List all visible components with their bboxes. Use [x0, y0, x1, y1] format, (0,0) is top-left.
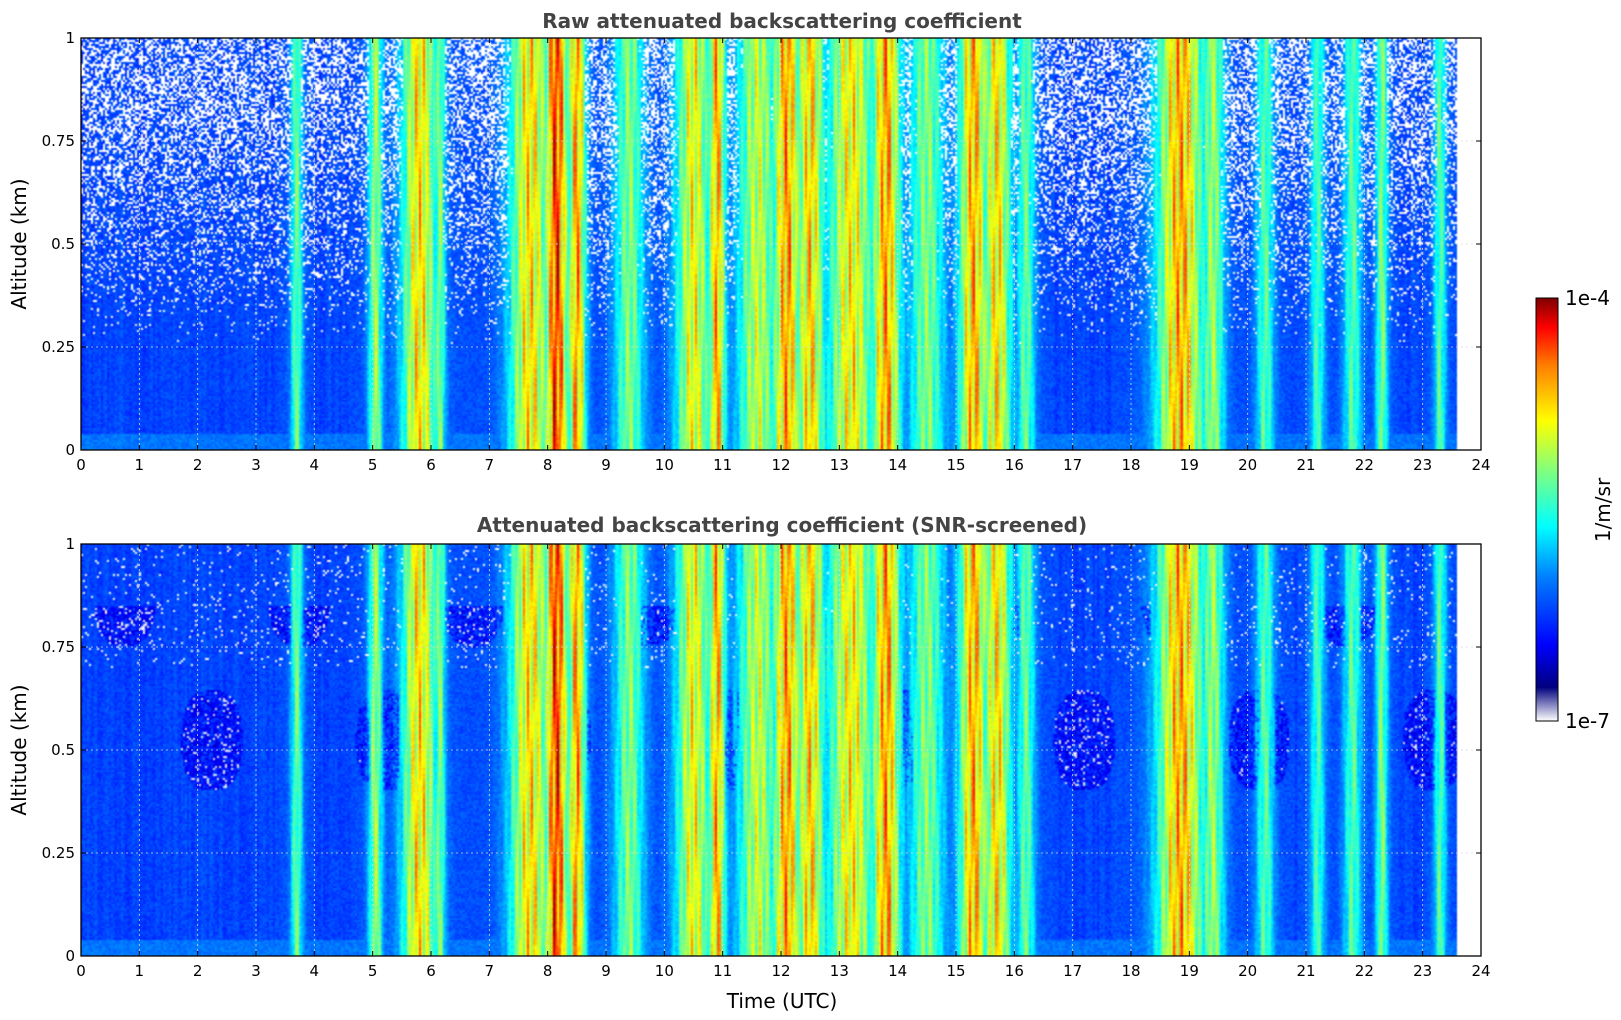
x-tick-label: 7: [485, 456, 495, 474]
y-tick-label: 0.25: [42, 844, 75, 862]
x-tick-label: 22: [1355, 456, 1374, 474]
x-tick-label: 6: [426, 962, 436, 980]
y-axis-ticks: 0 0.25 0.5 0.75 1: [42, 29, 1481, 459]
plot-frame: [80, 37, 1482, 451]
x-tick-label: 24: [1471, 456, 1490, 474]
x-tick-label: 0: [76, 962, 86, 980]
x-tick-label: 19: [1180, 962, 1199, 980]
x-tick-label: 11: [713, 962, 732, 980]
x-tick-label: 21: [1296, 962, 1315, 980]
x-tick-label: 0: [76, 456, 86, 474]
x-axis-ticks: 0 1 2 3 4 5 6 7 8 9 10 11 12 13 14 15 16 17 18 19 20 21 22 23 24: [76, 38, 1491, 474]
grid-lines: [81, 544, 1481, 956]
y-tick-label: 0.75: [42, 132, 75, 150]
x-tick-label: 3: [251, 962, 261, 980]
x-axis-label: Time (UTC): [726, 989, 838, 1013]
colorbar-gradient: [1535, 297, 1559, 722]
y-tick-label: 1: [65, 29, 75, 47]
x-tick-label: 2: [193, 962, 203, 980]
x-tick-label: 1: [135, 456, 145, 474]
x-tick-label: 15: [946, 456, 965, 474]
y-tick-label: 0.25: [42, 338, 75, 356]
x-axis-ticks: 0 1 2 3 4 5 6 7 8 9 10 11 12 13 14 15 16 17 18 19 20 21 22 23 24: [76, 544, 1491, 980]
x-tick-label: 13: [830, 456, 849, 474]
raw-backscatter-panel: Raw attenuated backscattering coefficien…: [7, 9, 1491, 474]
x-tick-label: 18: [1121, 456, 1140, 474]
y-tick-label: 1: [65, 535, 75, 553]
x-tick-label: 16: [1005, 456, 1024, 474]
y-axis-label: Altitude (km): [7, 178, 31, 309]
x-tick-label: 15: [946, 962, 965, 980]
x-tick-label: 17: [1063, 962, 1082, 980]
colorbar-max-label: 1e-4: [1565, 286, 1610, 310]
x-tick-label: 1: [135, 962, 145, 980]
x-tick-label: 22: [1355, 962, 1374, 980]
x-tick-label: 16: [1005, 962, 1024, 980]
x-tick-label: 17: [1063, 456, 1082, 474]
chart-title: Attenuated backscattering coefficient (S…: [477, 513, 1087, 537]
x-tick-label: 14: [888, 456, 907, 474]
grid-lines: [81, 38, 1481, 450]
y-tick-label: 0: [65, 947, 75, 965]
y-axis-ticks: 0 0.25 0.5 0.75 1: [42, 535, 1481, 965]
x-tick-label: 14: [888, 962, 907, 980]
x-tick-label: 23: [1413, 962, 1432, 980]
x-tick-label: 13: [830, 962, 849, 980]
x-tick-label: 7: [485, 962, 495, 980]
colorbar-min-label: 1e-7: [1565, 709, 1610, 733]
x-tick-label: 12: [771, 962, 790, 980]
x-tick-label: 4: [310, 962, 320, 980]
colorbar: 1e-4 1e-7 1/m/sr: [1535, 286, 1615, 733]
colorbar-unit-label: 1/m/sr: [1591, 477, 1615, 542]
y-tick-label: 0: [65, 441, 75, 459]
x-tick-label: 10: [655, 456, 674, 474]
y-tick-label: 0.5: [51, 741, 75, 759]
x-tick-label: 24: [1471, 962, 1490, 980]
screened-backscatter-panel: Attenuated backscattering coefficient (S…: [7, 513, 1491, 1013]
x-tick-label: 20: [1238, 456, 1257, 474]
x-tick-label: 18: [1121, 962, 1140, 980]
x-tick-label: 9: [601, 456, 611, 474]
x-tick-label: 5: [368, 962, 378, 980]
x-tick-label: 19: [1180, 456, 1199, 474]
plot-frame: [80, 543, 1482, 957]
y-tick-label: 0.75: [42, 638, 75, 656]
x-tick-label: 4: [310, 456, 320, 474]
x-tick-label: 10: [655, 962, 674, 980]
x-tick-label: 5: [368, 456, 378, 474]
x-tick-label: 8: [543, 962, 553, 980]
x-tick-label: 23: [1413, 456, 1432, 474]
x-tick-label: 21: [1296, 456, 1315, 474]
x-tick-label: 11: [713, 456, 732, 474]
x-tick-label: 3: [251, 456, 261, 474]
y-tick-label: 0.5: [51, 235, 75, 253]
x-tick-label: 12: [771, 456, 790, 474]
x-tick-label: 8: [543, 456, 553, 474]
x-tick-label: 20: [1238, 962, 1257, 980]
chart-title: Raw attenuated backscattering coefficien…: [542, 9, 1022, 33]
x-tick-label: 9: [601, 962, 611, 980]
x-tick-label: 6: [426, 456, 436, 474]
y-axis-label: Altitude (km): [7, 684, 31, 815]
x-tick-label: 2: [193, 456, 203, 474]
